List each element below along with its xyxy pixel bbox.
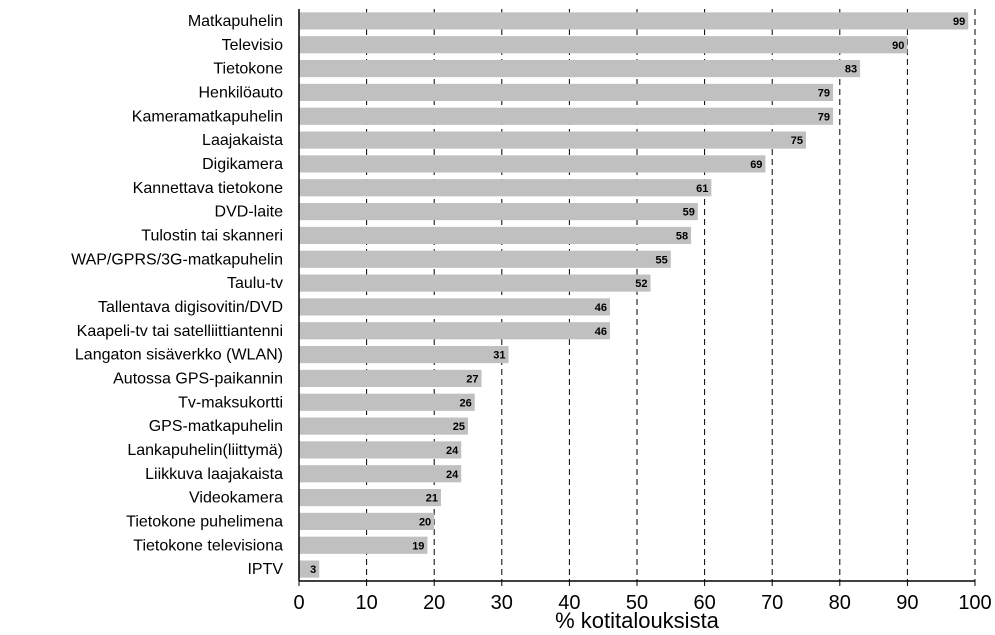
bar-value-label: 79 bbox=[818, 111, 830, 123]
bar-value-label: 61 bbox=[696, 183, 708, 195]
bar bbox=[299, 83, 834, 101]
bar bbox=[299, 560, 320, 578]
bar bbox=[299, 203, 698, 221]
bar bbox=[299, 36, 908, 54]
bar-value-label: 25 bbox=[453, 421, 465, 433]
category-label: WAP/GPRS/3G-matkapuhelin bbox=[71, 251, 283, 268]
category-label: GPS-matkapuhelin bbox=[149, 418, 283, 435]
x-tick-label: 50 bbox=[626, 592, 648, 614]
category-label: Tietokone bbox=[213, 61, 283, 78]
bar-value-label: 20 bbox=[419, 516, 431, 528]
grid-lines bbox=[366, 9, 976, 581]
bar bbox=[299, 393, 475, 411]
category-label: IPTV bbox=[247, 561, 283, 578]
bar bbox=[299, 155, 766, 173]
bar-value-label: 79 bbox=[818, 87, 830, 99]
category-label: Liikkuva laajakaista bbox=[145, 466, 283, 483]
category-label: Kaapeli-tv tai satelliittiantenni bbox=[77, 323, 283, 340]
bar-value-label: 90 bbox=[892, 40, 904, 52]
bar-value-label: 69 bbox=[750, 159, 762, 171]
category-label: Tietokone televisiona bbox=[133, 537, 283, 554]
x-tick-label: 60 bbox=[693, 592, 715, 614]
x-axis-title: % kotitalouksista bbox=[555, 608, 720, 633]
category-label: DVD-laite bbox=[215, 204, 284, 221]
category-label: Digikamera bbox=[202, 156, 283, 173]
bar-value-label: 75 bbox=[791, 135, 803, 147]
bar-value-label: 46 bbox=[595, 326, 607, 338]
bar bbox=[299, 536, 428, 554]
bar-value-label: 31 bbox=[493, 350, 505, 362]
category-label: Kannettava tietokone bbox=[133, 180, 283, 197]
bar-value-label: 52 bbox=[635, 278, 647, 290]
x-tick-label: 10 bbox=[355, 592, 377, 614]
bar-value-label: 21 bbox=[426, 493, 438, 505]
bar bbox=[299, 179, 712, 197]
category-label: Autossa GPS-paikannin bbox=[113, 370, 283, 387]
x-tick-label: 100 bbox=[958, 592, 991, 614]
bar-value-label: 59 bbox=[683, 207, 695, 219]
category-label: Tulostin tai skanneri bbox=[141, 227, 283, 244]
x-tick-label: 90 bbox=[896, 592, 918, 614]
category-labels: Matkapuhelin Televisio Tietokone Henkilöaut… bbox=[71, 13, 283, 578]
x-tick-label: 70 bbox=[761, 592, 783, 614]
category-label: Videokamera bbox=[189, 490, 283, 507]
category-label: Laajakaista bbox=[202, 132, 283, 149]
category-label: Lankapuhelin(liittymä) bbox=[127, 442, 283, 459]
bar bbox=[299, 441, 462, 459]
bar-value-label: 3 bbox=[310, 564, 316, 576]
bar bbox=[299, 489, 441, 507]
bar bbox=[299, 274, 651, 292]
bar bbox=[299, 369, 482, 387]
bar bbox=[299, 512, 435, 530]
bar bbox=[299, 60, 861, 78]
bar bbox=[299, 107, 834, 125]
bar bbox=[299, 465, 462, 483]
category-label: Tv-maksukortti bbox=[178, 394, 283, 411]
bar bbox=[299, 131, 806, 149]
bar-value-label: 19 bbox=[412, 540, 424, 552]
category-label: Langaton sisäverkko (WLAN) bbox=[75, 347, 283, 364]
bar-value-label: 27 bbox=[466, 373, 478, 385]
x-ticks: 0 10 20 30 40 50 60 70 80 90 100 bbox=[293, 581, 992, 614]
bar-value-label: 26 bbox=[460, 397, 472, 409]
category-label: Televisio bbox=[222, 37, 283, 54]
bar bbox=[299, 322, 610, 340]
bar-value-label: 24 bbox=[446, 469, 459, 481]
bar bbox=[299, 12, 969, 30]
bar-value-label: 46 bbox=[595, 302, 607, 314]
x-tick-label: 80 bbox=[829, 592, 851, 614]
x-tick-label: 40 bbox=[558, 592, 580, 614]
category-label: Tietokone puhelimena bbox=[126, 513, 283, 530]
x-tick-label: 0 bbox=[293, 592, 304, 614]
bar-value-label: 99 bbox=[953, 16, 965, 28]
category-label: Taulu-tv bbox=[227, 275, 283, 292]
bar bbox=[299, 417, 468, 435]
category-label: Tallentava digisovitin/DVD bbox=[98, 299, 283, 316]
x-tick-label: 20 bbox=[423, 592, 445, 614]
bar bbox=[299, 298, 610, 316]
x-tick-label: 30 bbox=[491, 592, 513, 614]
bar bbox=[299, 250, 671, 268]
category-label: Henkilöauto bbox=[199, 84, 284, 101]
category-label: Matkapuhelin bbox=[188, 13, 283, 30]
bar-value-label: 24 bbox=[446, 445, 459, 457]
category-label: Kameramatkapuhelin bbox=[132, 108, 283, 125]
bar-value-label: 55 bbox=[656, 254, 668, 266]
bar bbox=[299, 346, 509, 364]
bar bbox=[299, 226, 692, 244]
bar-value-label: 58 bbox=[676, 230, 688, 242]
bar-value-label: 83 bbox=[845, 64, 857, 76]
